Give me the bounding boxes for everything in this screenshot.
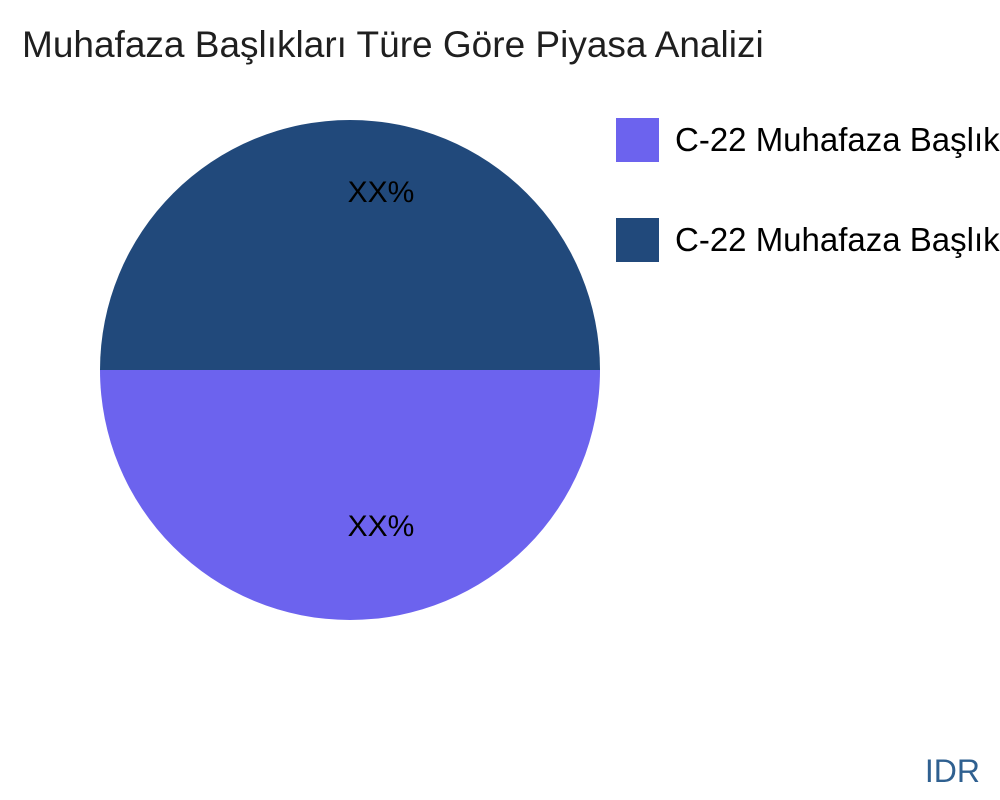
pie-slice-bottom-value-label: XX% xyxy=(347,510,415,543)
legend: C-22 Muhafaza Başlıkları C-22 Muhafaza B… xyxy=(616,118,1000,262)
legend-label: C-22 Muhafaza Başlıkları xyxy=(675,121,1000,158)
legend-swatch-icon xyxy=(616,118,659,162)
legend-swatch-rect xyxy=(616,118,659,162)
legend-label: C-22 Muhafaza Başlıkları xyxy=(675,221,1000,258)
pie-chart xyxy=(100,120,600,620)
watermark-text: IDR xyxy=(924,753,980,789)
legend-swatch-rect xyxy=(616,218,659,262)
pie-slice-top-value-label: XX% xyxy=(347,176,415,209)
pie-slice-bottom xyxy=(100,370,600,620)
chart-title: Muhafaza Başlıkları Türe Göre Piyasa Ana… xyxy=(22,24,764,65)
legend-swatch-icon xyxy=(616,218,659,262)
legend-item: C-22 Muhafaza Başlıkları xyxy=(616,118,1000,162)
legend-item: C-22 Muhafaza Başlıkları xyxy=(616,218,1000,262)
pie-slice-top xyxy=(100,120,600,370)
